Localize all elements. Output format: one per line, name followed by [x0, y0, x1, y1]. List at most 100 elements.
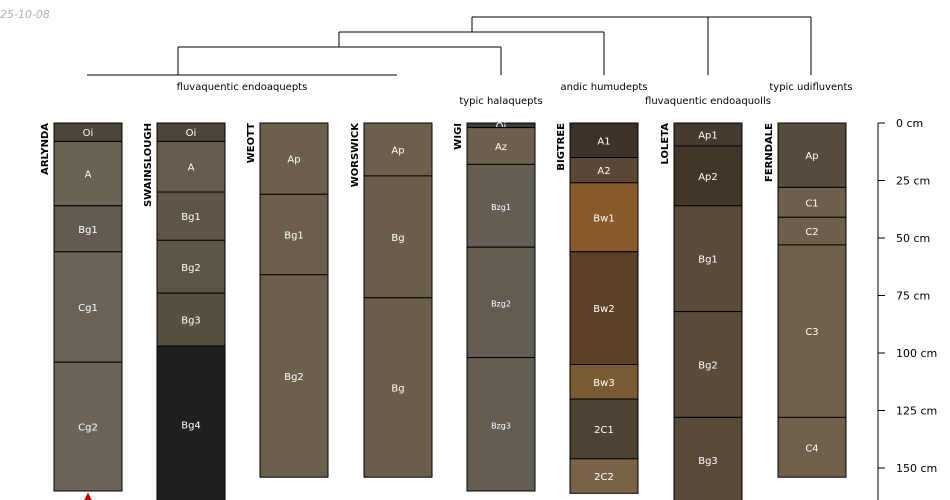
- horizon-swainslough-1: [156, 140, 226, 193]
- horizon-label: C1: [805, 198, 818, 209]
- horizon-label: Oi: [186, 128, 197, 139]
- horizon-label: Oi: [83, 128, 94, 139]
- horizon-label: A1: [597, 136, 610, 147]
- horizon-weott-2: [259, 274, 329, 478]
- horizon-wigi-2: [466, 163, 536, 248]
- taxonomy-label-fluvaquentic-endoaquepts: fluvaquentic endoaquepts: [177, 82, 308, 93]
- horizon-bigtree-5: [569, 398, 639, 460]
- horizon-label: 2C1: [594, 425, 614, 436]
- profile-bigtree: A1 A2 Bw1 Bw2 Bw3 2C1 2C2 BIGTREE: [556, 122, 639, 494]
- horizon-arlynda-3: [53, 251, 123, 363]
- profile-name: FERNDALE: [764, 123, 775, 182]
- taxonomy-label-andic-humudepts: andic humudepts: [560, 82, 647, 93]
- horizon-label: C2: [805, 227, 818, 238]
- profile-weott: Ap Bg1 Bg2 WEOTT: [246, 122, 329, 478]
- horizon-bigtree-4: [569, 364, 639, 400]
- horizon-label: Bg3: [181, 316, 201, 327]
- taxonomy-label-typic-halaquepts: typic halaquepts: [459, 96, 542, 107]
- horizon-label: Bg1: [78, 225, 98, 236]
- horizon-label: Bg1: [181, 212, 201, 223]
- horizon-label: Cg2: [78, 423, 98, 434]
- date-stamp: 25-10-08: [0, 8, 50, 21]
- horizon-swainslough-4: [156, 292, 226, 347]
- taxonomy-label-fluvaquentic-endoaquolls: fluvaquentic endoaquolls: [645, 96, 771, 107]
- depth-axis: 0 cm 25 cm 50 cm 75 cm 100 cm 125 cm 150 cm: [877, 117, 937, 500]
- horizon-loleta-2: [673, 205, 743, 313]
- horizon-label: A: [188, 163, 195, 174]
- horizon-wigi-3: [466, 246, 536, 359]
- horizon-worswick-2: [363, 297, 433, 478]
- bottom-marker: [84, 492, 92, 500]
- horizon-label: Bg3: [698, 456, 718, 467]
- profile-name: WORSWICK: [350, 122, 361, 188]
- profile-arlynda: Oi A Bg1 Cg1 Cg2 ARLYNDA: [40, 122, 123, 500]
- horizon-label: Bzg3: [491, 421, 511, 430]
- horizon-label: Bw1: [593, 213, 614, 224]
- axis-tick-label: 150 cm: [896, 462, 937, 475]
- profile-name: BIGTREE: [556, 123, 567, 171]
- profile-loleta: Ap1 Ap2 Bg1 Bg2 Bg3 LOLETA: [660, 122, 743, 500]
- horizon-label: C4: [805, 443, 818, 454]
- horizon-loleta-3: [673, 311, 743, 418]
- axis-tick-label: 125 cm: [896, 405, 937, 418]
- soil-profiles: Oi A Bg1 Cg1 Cg2 ARLYNDA Oi A Bg1 Bg2 Bg3 Bg4 SWAINS…: [40, 121, 847, 500]
- horizon-label: Bg2: [284, 372, 304, 383]
- axis-tick-label: 75 cm: [896, 290, 930, 303]
- horizon-label: Ap: [287, 155, 300, 166]
- axis-tick-label: 100 cm: [896, 347, 937, 360]
- horizon-arlynda-1: [53, 140, 123, 207]
- taxonomy-label-typic-udifluvents: typic udifluvents: [769, 82, 852, 93]
- horizon-label: Bzg1: [491, 203, 511, 212]
- dendrogram: [87, 16, 812, 76]
- horizon-label: Bw2: [593, 304, 614, 315]
- profile-name: WIGI: [453, 123, 464, 150]
- profile-name: LOLETA: [660, 123, 671, 165]
- horizon-swainslough-3: [156, 239, 226, 294]
- horizon-ferndale-2: [777, 216, 847, 246]
- horizon-loleta-4: [673, 416, 743, 500]
- horizon-label: Bg2: [181, 263, 201, 274]
- profile-ferndale: Ap C1 C2 C3 C4 FERNDALE: [764, 122, 847, 478]
- profile-name: ARLYNDA: [40, 123, 51, 175]
- horizon-arlynda-4: [53, 361, 123, 492]
- profile-worswick: Ap Bg Bg WORSWICK: [350, 122, 433, 478]
- horizon-label: Bg4: [181, 420, 201, 431]
- horizon-worswick-1: [363, 175, 433, 299]
- horizon-label: Ap1: [698, 131, 718, 142]
- profile-wigi: Oi Az Bzg1 Bzg2 Bzg3 WIGI: [453, 121, 536, 492]
- horizon-label: Ap: [805, 151, 818, 162]
- horizon-label: Bg: [391, 233, 404, 244]
- horizon-label: Bzg2: [491, 299, 511, 308]
- horizon-label: Bg2: [698, 361, 718, 372]
- horizon-label: Ap2: [698, 172, 718, 183]
- horizon-label: Cg1: [78, 303, 98, 314]
- horizon-swainslough-2: [156, 191, 226, 241]
- horizon-bigtree-6: [569, 458, 639, 494]
- horizon-label: Bg: [391, 384, 404, 395]
- horizon-bigtree-3: [569, 251, 639, 365]
- axis-tick-label: 50 cm: [896, 232, 930, 245]
- horizon-swainslough-5: [156, 345, 226, 500]
- horizon-label: C3: [805, 327, 818, 338]
- horizon-label: Bg1: [698, 255, 718, 266]
- profile-swainslough: Oi A Bg1 Bg2 Bg3 Bg4 SWAINSLOUGH: [143, 122, 226, 500]
- horizon-bigtree-1: [569, 157, 639, 184]
- horizon-bigtree-2: [569, 182, 639, 253]
- horizon-ferndale-3: [777, 244, 847, 418]
- horizon-loleta-1: [673, 145, 743, 207]
- horizon-label: Az: [495, 142, 507, 153]
- taxonomy-labels: fluvaquentic endoaquepts typic halaquepts…: [177, 82, 853, 107]
- horizon-weott-1: [259, 193, 329, 276]
- horizon-label: Ap: [391, 145, 404, 156]
- axis-tick-label: 0 cm: [896, 117, 923, 130]
- horizon-label: Bw3: [593, 378, 614, 389]
- horizon-wigi-4: [466, 357, 536, 492]
- horizon-label: A2: [597, 166, 610, 177]
- horizon-label: Oi: [496, 121, 507, 132]
- axis-tick-label: 25 cm: [896, 175, 930, 188]
- horizon-arlynda-2: [53, 205, 123, 253]
- profile-name: SWAINSLOUGH: [143, 123, 154, 207]
- horizon-label: Bg1: [284, 231, 304, 242]
- horizon-ferndale-0: [777, 122, 847, 188]
- horizon-bigtree-0: [569, 122, 639, 158]
